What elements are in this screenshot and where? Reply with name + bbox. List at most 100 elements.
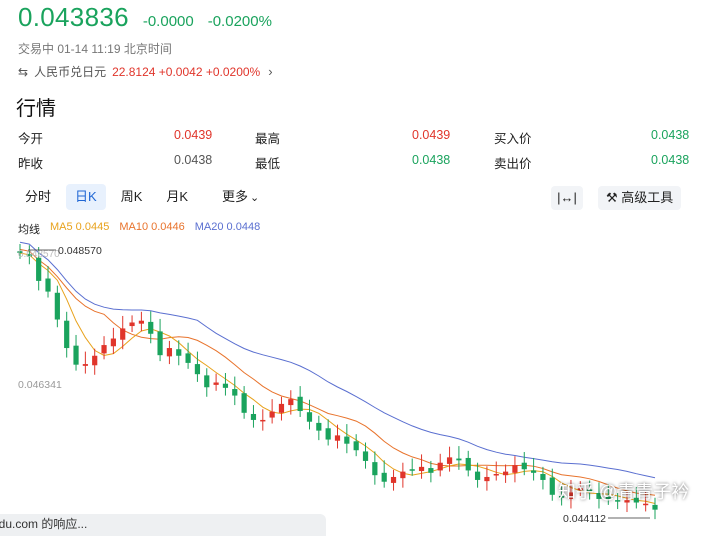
candle-body	[157, 331, 163, 356]
candle	[306, 399, 313, 430]
stat-label-ask: 卖出价	[494, 157, 532, 171]
candle-body	[605, 496, 611, 499]
ma5-line	[19, 252, 656, 504]
advanced-tools-button[interactable]: ⚒ 高级工具	[598, 186, 682, 210]
candle	[568, 479, 574, 509]
candle	[400, 462, 406, 488]
y-max-label: 0.048570	[58, 245, 102, 257]
candle	[643, 491, 649, 512]
candle-body	[549, 477, 555, 495]
price-change: -0.0000	[142, 13, 194, 30]
y-min-label: 0.044112	[563, 513, 606, 525]
cross-rate-link[interactable]: ⇆ 人民币兑日元 22.8124 +0.0042 +0.0200% ›	[18, 63, 273, 80]
candle	[652, 497, 658, 520]
period-tabs: 分时 日K 周K 月K 更多 ⌄	[16, 184, 268, 210]
candle-body	[456, 458, 462, 461]
candle-body	[531, 470, 537, 473]
candle-body	[624, 500, 630, 503]
candle	[288, 390, 294, 415]
candle	[531, 457, 537, 481]
candle-body	[241, 393, 247, 413]
swap-icon: ⇆	[18, 64, 29, 79]
candle-body	[138, 320, 144, 324]
candle	[185, 342, 191, 369]
ma10-value: MA10 0.0446	[119, 221, 185, 233]
candle-body	[512, 465, 518, 473]
tab-more[interactable]: 更多 ⌄	[213, 184, 268, 210]
ma20-line	[19, 241, 656, 479]
status-toast: idu.com 的响应...	[0, 514, 326, 536]
candle	[278, 396, 285, 421]
ma10-line	[19, 248, 656, 496]
candle	[297, 386, 303, 417]
candle	[381, 460, 387, 488]
tab-weekly-k[interactable]: 周K	[120, 189, 143, 204]
candle	[138, 311, 144, 332]
candle-body	[297, 396, 303, 412]
candle-body	[92, 355, 98, 366]
stats-row: 今开 0.0439 最高 0.0439 买入价 0.0438	[18, 128, 690, 153]
candle-body	[400, 471, 406, 479]
candle	[605, 484, 611, 505]
candle-body	[120, 328, 126, 340]
candle	[390, 469, 397, 491]
watermark: 知乎 @青青子衿	[558, 482, 690, 502]
candle	[615, 493, 621, 510]
candle	[502, 464, 509, 483]
candle-body	[73, 345, 79, 365]
candle-body	[325, 428, 331, 440]
candle-body	[54, 292, 60, 320]
cross-rate-value: 22.8124 +0.0042 +0.0200%	[112, 64, 261, 79]
candle-body	[45, 278, 51, 292]
candle-body	[110, 338, 116, 347]
stat-label-low: 最低	[255, 157, 281, 171]
stat-value-low: 0.0438	[412, 153, 451, 167]
candle-body	[17, 251, 23, 253]
stat-label-open: 今开	[18, 132, 44, 146]
candle-body	[185, 353, 191, 363]
candle-body	[288, 399, 294, 406]
candle-body	[559, 495, 565, 498]
candle	[484, 466, 490, 491]
candle-body	[484, 476, 490, 482]
candle	[521, 452, 527, 476]
candle	[17, 244, 23, 259]
tab-daily-k[interactable]: 日K	[66, 184, 106, 210]
candle-body	[36, 257, 42, 281]
chevron-down-icon: ⌄	[250, 192, 260, 204]
candle	[213, 373, 219, 391]
candle-body	[334, 435, 341, 441]
candle-body	[474, 471, 481, 480]
chevron-right-icon: ›	[268, 64, 273, 79]
stat-label-prev-close: 昨收	[18, 157, 44, 171]
price-change-pct: -0.0200%	[207, 13, 272, 30]
candle-body	[437, 462, 443, 471]
candlestick-chart[interactable]: 0.048570 0.048570 0.046341 0.044112	[0, 240, 720, 530]
tab-intraday[interactable]: 分时	[25, 189, 52, 204]
candle-body	[521, 462, 527, 470]
candle	[512, 456, 518, 483]
candle-body	[353, 441, 359, 451]
candle-body	[502, 471, 509, 476]
candle	[45, 266, 51, 298]
ma5-value: MA5 0.0445	[50, 221, 110, 233]
candle-body	[344, 436, 350, 444]
candle-body	[615, 500, 621, 502]
ma-lines	[19, 241, 656, 504]
candle	[409, 458, 415, 476]
candle	[587, 480, 593, 500]
section-title: 行情	[16, 98, 56, 120]
candle-body	[204, 375, 210, 388]
trading-status: 交易中 01-14 11:19 北京时间	[18, 42, 172, 56]
candle	[36, 247, 42, 291]
candle-body	[213, 382, 219, 385]
tab-monthly-k[interactable]: 月K	[166, 189, 189, 204]
fit-width-icon: |↔|	[557, 190, 577, 205]
cross-rate-label: 人民币兑日元	[34, 65, 107, 79]
candle-body	[148, 321, 154, 334]
candle	[344, 424, 350, 454]
candle	[110, 327, 116, 354]
fit-width-button[interactable]: |↔|	[551, 186, 583, 210]
candle-body	[176, 349, 182, 356]
candle-body	[418, 466, 425, 472]
